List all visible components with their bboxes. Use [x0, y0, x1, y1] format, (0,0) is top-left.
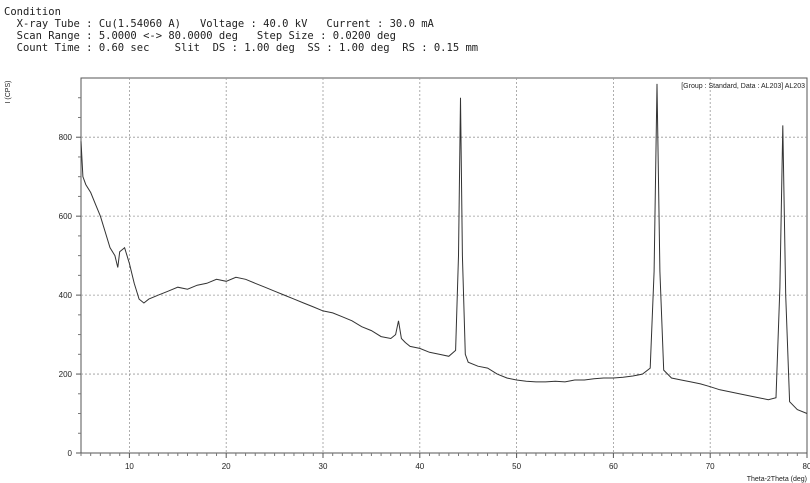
grid-lines [81, 78, 807, 453]
y-axis-label: I (CPS) [5, 81, 12, 104]
x-tick-label-20: 20 [222, 462, 231, 471]
condition-line-3: Count Time : 0.60 sec Slit DS : 1.00 deg… [4, 42, 479, 54]
condition-heading: Condition [4, 6, 61, 18]
data-annotation: [Group : Standard, Data : AL203] AL203 [681, 83, 805, 90]
x-tick-label-80: 80 [803, 462, 810, 471]
x-tick-label-30: 30 [319, 462, 328, 471]
scan-conditions: Condition X-ray Tube : Cu(1.54060 A) Vol… [4, 6, 478, 54]
x-axis-label: Theta-2Theta (deg) [747, 476, 807, 483]
y-tick-label-800: 800 [59, 133, 73, 142]
plot-frame [80, 77, 808, 454]
x-tick-label-10: 10 [125, 462, 134, 471]
y-tick-label-400: 400 [59, 291, 73, 300]
x-tick-label-60: 60 [609, 462, 618, 471]
x-tick-label-40: 40 [415, 462, 424, 471]
diffraction-trace [80, 83, 808, 414]
y-tick-label-200: 200 [59, 370, 73, 379]
axis-ticks [76, 136, 808, 458]
x-tick-label-50: 50 [512, 462, 521, 471]
y-tick-label-0: 0 [68, 449, 73, 458]
y-tick-label-600: 600 [59, 212, 73, 221]
condition-line-1: X-ray Tube : Cu(1.54060 A) Voltage : 40.… [4, 18, 434, 30]
condition-line-2: Scan Range : 5.0000 <-> 80.0000 deg Step… [4, 30, 396, 42]
minor-ticks [78, 97, 798, 456]
x-tick-label-70: 70 [706, 462, 715, 471]
